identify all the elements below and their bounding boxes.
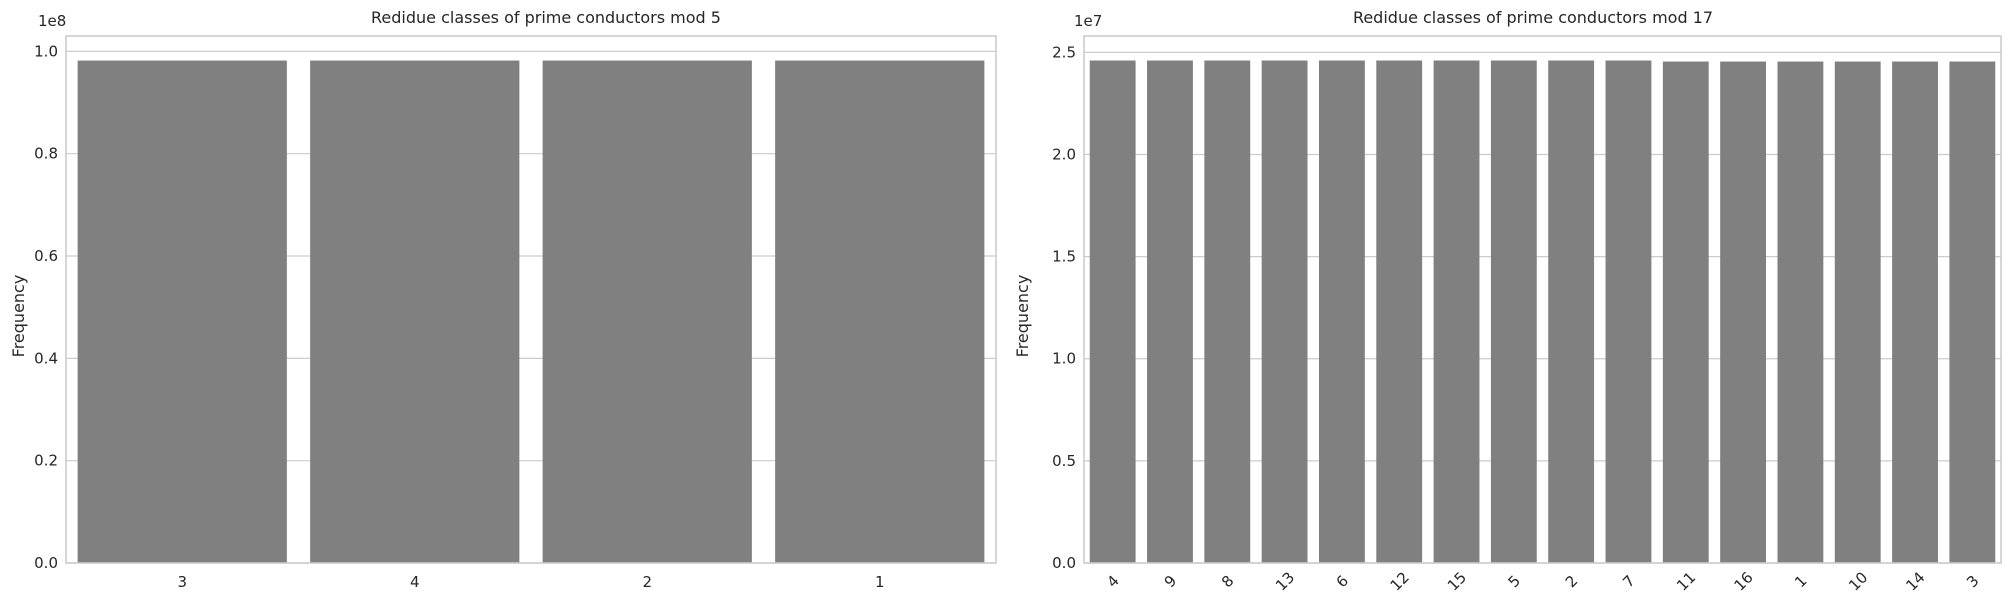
bar <box>1318 60 1365 563</box>
bar <box>1949 61 1996 563</box>
axes-frame <box>1083 35 2002 564</box>
x-tick-label: 3 <box>177 573 187 591</box>
y-tick-label: 0.5 <box>1052 452 1076 470</box>
x-tick-label: 8 <box>1218 572 1237 591</box>
x-tick-label: 14 <box>1902 568 1928 594</box>
chart-title: Redidue classes of prime conductors mod … <box>371 8 721 27</box>
bar <box>1089 60 1136 563</box>
x-tick-label: 15 <box>1444 568 1470 594</box>
bar <box>1548 60 1595 563</box>
y-tick-label: 0.0 <box>34 554 58 572</box>
chart-panel-mod-5: Redidue classes of prime conductors mod … <box>9 8 997 591</box>
bar <box>1892 61 1938 563</box>
bar <box>1147 60 1193 563</box>
x-tick-label: 1 <box>875 573 885 591</box>
bar <box>1662 61 1709 563</box>
bar <box>1261 60 1308 563</box>
x-tick-label: 9 <box>1161 572 1180 591</box>
y-axis-label: Frequency <box>9 275 28 358</box>
x-tick-label: 2 <box>1562 572 1581 591</box>
y-tick-label: 0.0 <box>1052 554 1076 572</box>
x-tick-label: 12 <box>1387 568 1413 594</box>
x-tick-label: 10 <box>1845 568 1871 594</box>
x-tick-label: 11 <box>1673 568 1699 594</box>
x-tick-label: 5 <box>1505 572 1524 591</box>
y-tick-label: 0.8 <box>34 145 58 163</box>
x-tick-label: 2 <box>642 573 652 591</box>
y-tick-label: 1.0 <box>1052 350 1076 368</box>
bar <box>775 60 985 563</box>
bar <box>1720 61 1767 563</box>
chart-title: Redidue classes of prime conductors mod … <box>1353 8 1713 27</box>
bar <box>1433 60 1480 563</box>
bar <box>1490 60 1537 563</box>
x-tick-label: 13 <box>1272 568 1298 594</box>
x-tick-label: 16 <box>1730 568 1756 594</box>
x-tick-label: 3 <box>1963 572 1982 591</box>
x-tick-label: 6 <box>1333 572 1352 591</box>
y-axis-label: Frequency <box>1013 275 1032 358</box>
bar <box>310 60 520 563</box>
y-tick-label: 2.5 <box>1052 43 1076 61</box>
bar <box>1204 60 1251 563</box>
bar <box>77 60 287 563</box>
y-tick-label: 0.2 <box>34 452 58 470</box>
y-tick-label: 1.0 <box>34 42 58 60</box>
bar <box>1834 61 1881 563</box>
bar <box>1376 60 1423 563</box>
x-tick-label: 4 <box>410 573 420 591</box>
y-tick-label: 1.5 <box>1052 248 1076 266</box>
bar <box>542 60 752 563</box>
x-tick-label: 7 <box>1619 572 1638 591</box>
bar <box>1777 61 1824 563</box>
y-tick-label: 0.6 <box>34 247 58 265</box>
chart-panel-mod-17: Redidue classes of prime conductors mod … <box>1013 8 2002 595</box>
axes-frame <box>65 35 997 564</box>
x-tick-label: 1 <box>1791 572 1810 591</box>
y-tick-label: 2.0 <box>1052 145 1076 163</box>
y-axis-offset-label: 1e8 <box>38 12 66 30</box>
x-tick-label: 4 <box>1103 572 1122 591</box>
y-tick-label: 0.4 <box>34 349 58 367</box>
y-axis-offset-label: 1e7 <box>1074 12 1102 30</box>
bar <box>1605 60 1652 563</box>
